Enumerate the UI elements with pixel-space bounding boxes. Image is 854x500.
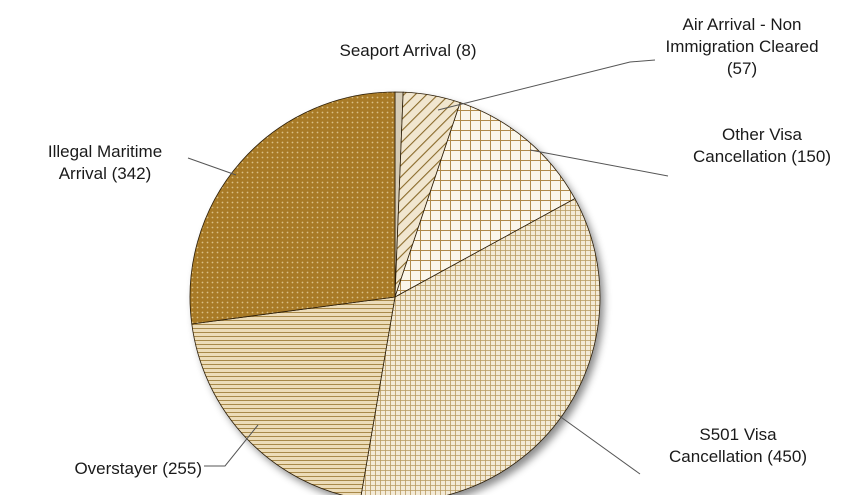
leader-line: [557, 414, 641, 475]
leader-lines: [187, 59, 669, 475]
pie-slice-overstayer: [191, 296, 396, 500]
slice-label: Illegal Maritime Arrival (342): [48, 142, 162, 183]
leader-line: [187, 157, 237, 176]
pie-slice-illegal-maritime-arrival: [189, 91, 396, 325]
leader-line: [204, 424, 259, 467]
leader-line: [437, 59, 656, 111]
slice-labels: Seaport Arrival (8) Air Arrival - Non Immi…: [48, 15, 831, 478]
slice-label: Air Arrival - Non Immigration Cleared (57): [665, 15, 818, 78]
slice-label: Other Visa Cancellation (150): [693, 125, 831, 166]
slice-label: Overstayer (255): [74, 459, 202, 478]
chart-title-fragment: [0, 0, 854, 9]
pie-slice-other-visa-cancellation: [394, 102, 576, 298]
pie-slices: [189, 91, 601, 500]
pie-slice-s501-visa-cancellation: [359, 198, 601, 500]
leader-line: [529, 149, 669, 177]
slice-label: S501 Visa Cancellation (450): [669, 425, 807, 466]
slice-label: Seaport Arrival (8): [340, 41, 477, 60]
